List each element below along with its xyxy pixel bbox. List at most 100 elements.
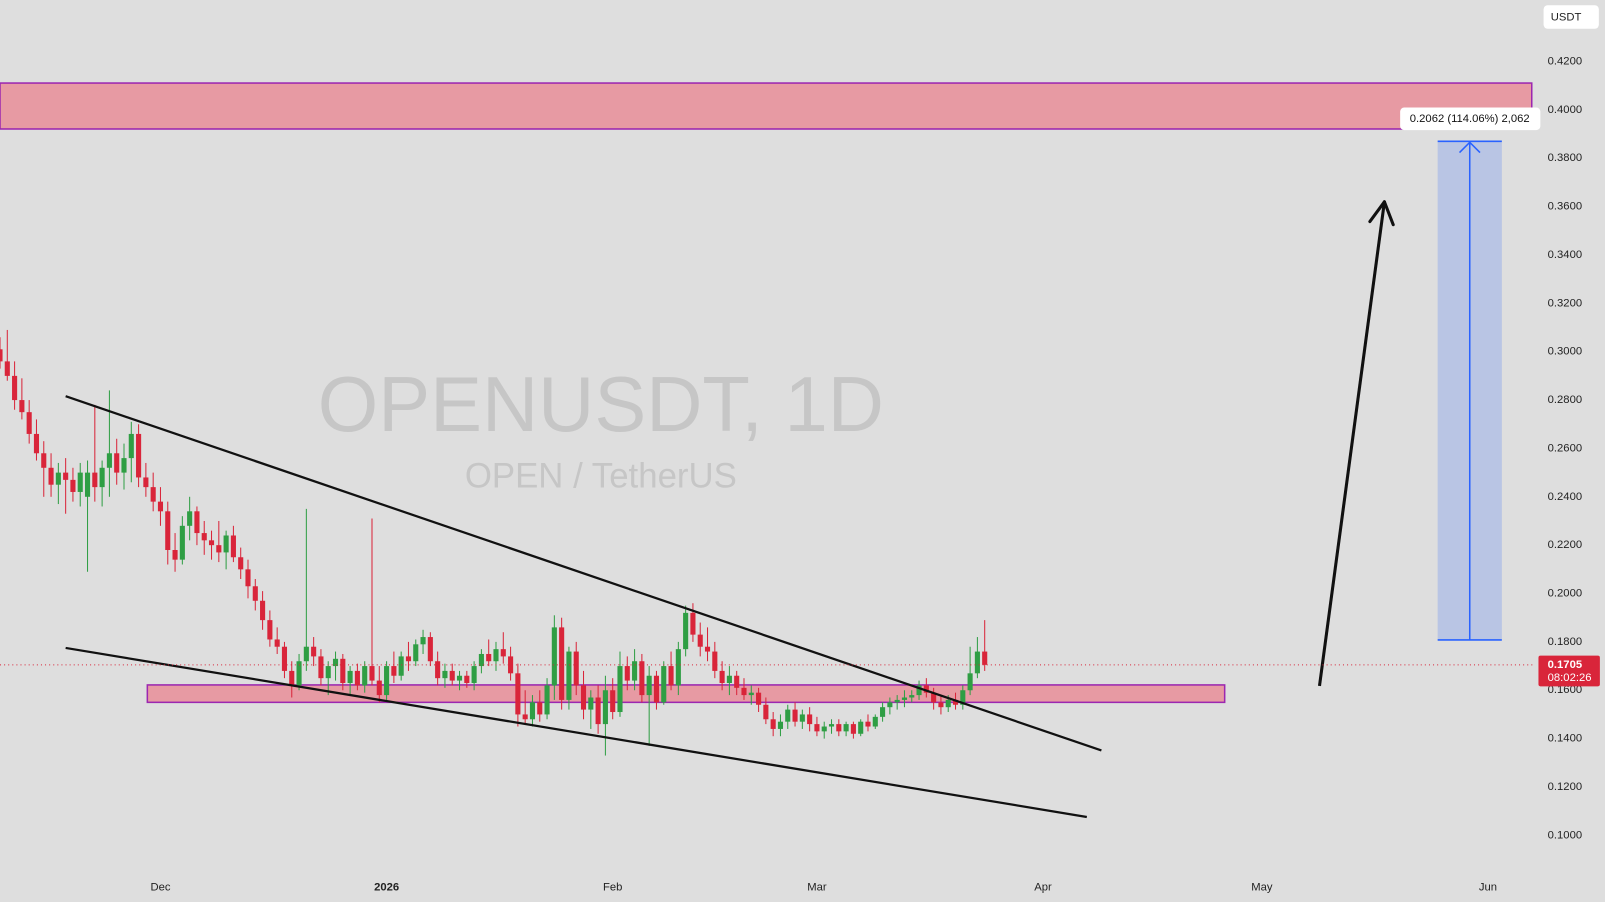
- candle-body: [216, 545, 222, 553]
- watermark: OPENUSDT, 1D: [318, 362, 884, 448]
- candle-body: [281, 646, 288, 671]
- candle-body: [792, 709, 798, 722]
- candle-body: [515, 673, 521, 715]
- candle-body: [464, 675, 470, 683]
- candle-body: [347, 670, 353, 683]
- candle-body: [712, 651, 718, 671]
- x-tick-label: 2026: [374, 882, 399, 894]
- candle-body: [843, 724, 849, 732]
- candle-body: [340, 658, 346, 683]
- candle-body: [143, 477, 149, 488]
- candle-body: [325, 666, 331, 679]
- candle-body: [33, 433, 40, 454]
- candle-body: [573, 651, 579, 686]
- candle-body: [48, 467, 54, 485]
- candle-body: [376, 680, 382, 696]
- candle-body: [916, 685, 922, 696]
- candle-body: [974, 651, 980, 674]
- candle-body: [777, 721, 784, 729]
- candle-body: [602, 690, 608, 725]
- candle-body: [799, 714, 805, 722]
- y-tick-label: 0.4200: [1548, 55, 1582, 67]
- candle-body: [697, 634, 703, 647]
- candle-body: [362, 666, 368, 686]
- candle-body: [0, 349, 3, 362]
- candle-body: [354, 670, 360, 686]
- candle-body: [63, 472, 69, 480]
- candle-body: [471, 666, 477, 683]
- y-tick-label: 0.3600: [1548, 201, 1582, 213]
- candle-body: [435, 661, 441, 679]
- candle-body: [136, 433, 142, 478]
- x-tick-label: May: [1251, 882, 1273, 894]
- y-tick-label: 0.2400: [1548, 491, 1582, 503]
- candle-body: [967, 673, 973, 691]
- candle-body: [828, 724, 835, 727]
- candle-body: [303, 646, 309, 662]
- candle-body: [617, 666, 623, 713]
- candle-body: [734, 675, 740, 688]
- candle-body: [238, 557, 244, 570]
- candle-body: [610, 690, 616, 713]
- watermark-subtitle: OPEN / TetherUS: [465, 456, 737, 495]
- candle-body: [836, 724, 842, 732]
- candle-body: [508, 656, 514, 674]
- candle-body: [748, 692, 754, 696]
- candle-body: [55, 472, 61, 485]
- x-tick-label: Mar: [807, 882, 827, 894]
- candle-body: [668, 666, 674, 686]
- candle-body: [114, 453, 120, 473]
- candle-body: [661, 666, 667, 703]
- x-tick-label: Apr: [1034, 882, 1052, 894]
- trendline: [65, 646, 1087, 819]
- candle-body: [165, 511, 171, 550]
- candle-body: [12, 375, 18, 401]
- candle-body: [566, 651, 572, 700]
- candle-body: [427, 637, 433, 662]
- candle-body: [960, 690, 966, 705]
- candle-body: [719, 670, 725, 683]
- projection-arrow: [1317, 201, 1386, 687]
- candle-body: [92, 472, 98, 488]
- candle-body: [391, 666, 397, 676]
- candle-body: [267, 620, 273, 640]
- candle-body: [252, 586, 258, 601]
- candle-body: [704, 646, 711, 652]
- candle-body: [923, 685, 929, 693]
- y-tick-label: 0.3800: [1548, 152, 1582, 164]
- arrow-head: [1382, 200, 1395, 227]
- price-zone: [0, 82, 1533, 130]
- candle-body: [201, 533, 207, 541]
- candle-body: [529, 702, 536, 720]
- candle-body: [77, 472, 83, 492]
- candle-body: [369, 666, 375, 681]
- candle-body: [741, 687, 747, 696]
- candle-body: [223, 535, 229, 553]
- candle-body: [880, 707, 886, 717]
- candle-body: [106, 453, 112, 468]
- y-tick-label: 0.4000: [1548, 104, 1582, 116]
- currency-label: USDT: [1551, 11, 1582, 23]
- candle-body: [413, 644, 419, 662]
- candle-body: [683, 612, 689, 650]
- candle-body: [872, 716, 878, 727]
- plot-area: [0, 82, 1536, 819]
- last-price-label: 0.1705: [1548, 659, 1582, 671]
- y-tick-label: 0.3400: [1548, 249, 1582, 261]
- y-tick-label: 0.1600: [1548, 684, 1582, 696]
- y-tick-label: 0.2600: [1548, 442, 1582, 454]
- y-tick-label: 0.3200: [1548, 297, 1582, 309]
- last-price-box: [1538, 655, 1600, 687]
- candle-body: [486, 653, 492, 662]
- y-tick-label: 0.1400: [1548, 733, 1582, 745]
- candle-body: [187, 511, 193, 526]
- x-tick-label: Feb: [603, 882, 622, 894]
- candle-body: [807, 714, 813, 725]
- candle-body: [675, 649, 681, 686]
- candle-body: [442, 670, 448, 679]
- candle-body: [274, 639, 280, 647]
- candle-body: [26, 412, 32, 434]
- candle-body: [865, 721, 871, 727]
- candle-body: [121, 458, 127, 473]
